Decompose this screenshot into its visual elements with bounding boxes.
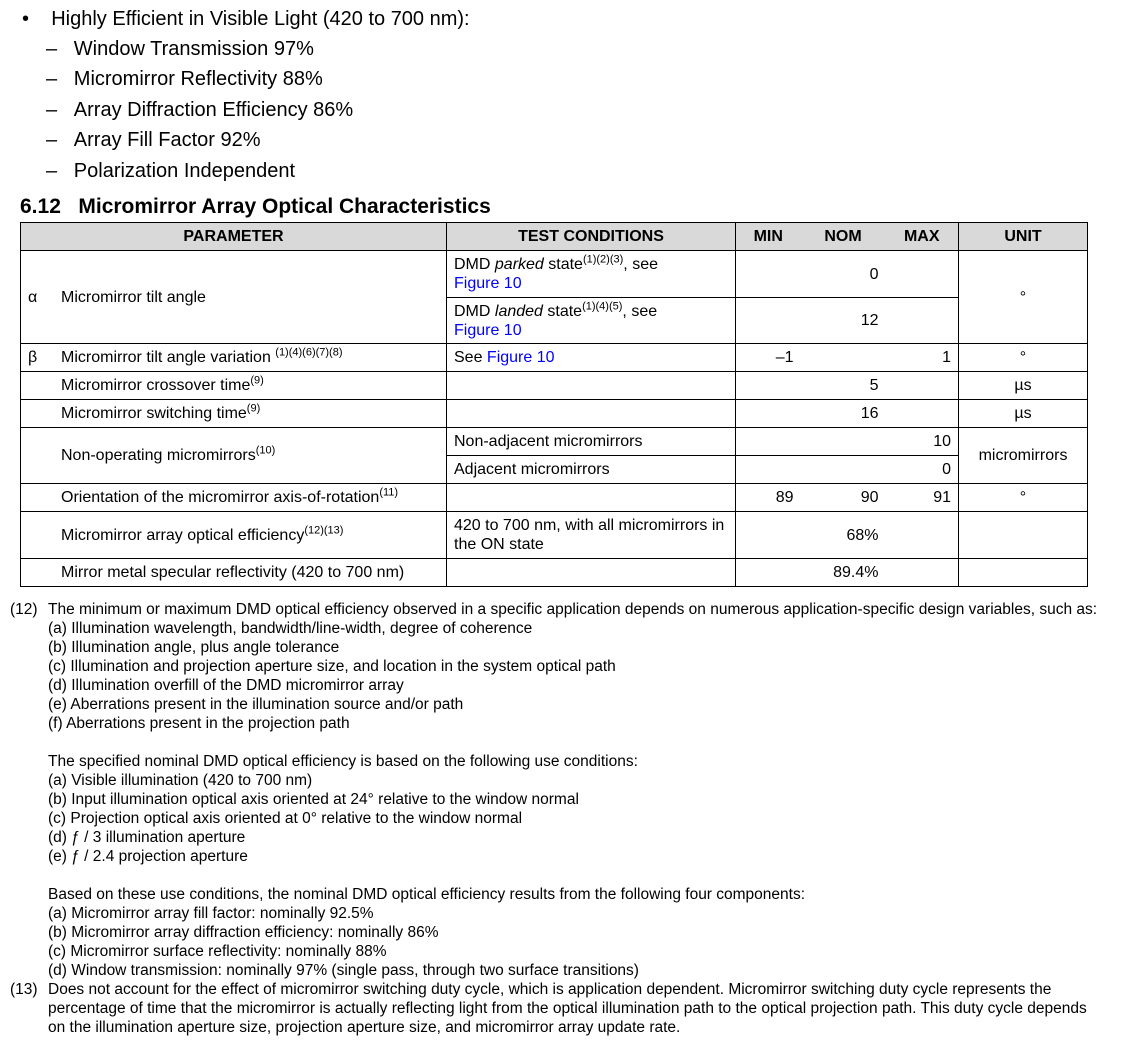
- list-item: (d) ƒ / 3 illumination aperture: [48, 829, 246, 846]
- header-nom: NOM: [800, 222, 886, 251]
- sub-bullet: – Polarization Independent: [46, 160, 296, 182]
- param-cell: Orientation of the micromirror axis-of-r…: [20, 483, 447, 512]
- list-item: (e) Aberrations present in the illuminat…: [48, 696, 464, 713]
- header-min: MIN: [735, 222, 801, 251]
- min-value: 89: [735, 483, 801, 512]
- param-cell: α Micromirror tilt angle: [20, 250, 447, 344]
- max-value: 10: [885, 427, 959, 456]
- sub-bullet: – Array Diffraction Efficiency 86%: [46, 99, 354, 121]
- list-item: (c) Projection optical axis oriented at …: [48, 810, 523, 827]
- table-header: PARAMETER TEST CONDITIONS MIN NOM MAX UN…: [20, 222, 1088, 251]
- unit-cell: °: [958, 343, 1088, 372]
- param-cell: β Micromirror tilt angle variation (1)(4)…: [20, 343, 447, 372]
- sub-bullet-text: Micromirror Reflectivity 88%: [73, 68, 323, 90]
- nom-value: 12: [800, 297, 886, 344]
- optical-characteristics-table: PARAMETER TEST CONDITIONS MIN NOM MAX UN…: [20, 222, 1088, 587]
- list-item: (e) ƒ / 2.4 projection aperture: [48, 848, 248, 865]
- table-row: Orientation of the micromirror axis-of-r…: [20, 483, 1088, 512]
- list-item: (a) Visible illumination (420 to 700 nm): [48, 772, 313, 789]
- nom-value: 16: [800, 399, 886, 428]
- figure-link[interactable]: Figure 10: [454, 321, 522, 339]
- param-cell: Micromirror crossover time(9): [20, 371, 447, 400]
- param-cell: Mirror metal specular reflectivity (420 …: [20, 558, 447, 587]
- sub-bullet: – Array Fill Factor 92%: [46, 129, 261, 151]
- header-max: MAX: [885, 222, 959, 251]
- sub-bullet-text: Polarization Independent: [73, 160, 296, 182]
- sub-bullet-text: Array Fill Factor 92%: [73, 129, 261, 151]
- test-cell: Adjacent micromirrors: [446, 455, 736, 484]
- header-test-conditions: TEST CONDITIONS: [446, 222, 736, 251]
- nom-value: 89.4%: [800, 558, 886, 587]
- nom-value: 90: [800, 483, 886, 512]
- table-row: Micromirror switching time(9) 16 µs: [20, 399, 1088, 428]
- min-value: –1: [735, 343, 801, 372]
- nom-value: 0: [800, 250, 886, 298]
- symbol: α: [28, 288, 38, 306]
- table-row: Micromirror crossover time(9) 5 µs: [20, 371, 1088, 400]
- list-item: (f) Aberrations present in the projectio…: [48, 715, 350, 732]
- table-row: β Micromirror tilt angle variation (1)(4)…: [20, 343, 1088, 372]
- test-cell: DMD landed state(1)(4)(5), see Figure 10: [446, 297, 736, 344]
- footnote-paragraph: The specified nominal DMD optical effici…: [48, 753, 638, 770]
- table-row: Non-operating micromirrors(10) Non-adjac…: [20, 427, 1088, 484]
- list-item: (b) Illumination angle, plus angle toler…: [48, 639, 340, 656]
- max-value: 0: [885, 455, 959, 484]
- param-cell: Non-operating micromirrors(10): [20, 427, 447, 484]
- section-title: 6.12 Micromirror Array Optical Character…: [20, 195, 491, 218]
- footnote-paragraph: Based on these use conditions, the nomin…: [48, 886, 806, 903]
- table-row: α Micromirror tilt angle DMD parked state…: [20, 250, 1088, 344]
- list-item: (a) Micromirror array fill factor: nomin…: [48, 905, 374, 922]
- sub-bullet-text: Array Diffraction Efficiency 86%: [73, 99, 354, 121]
- footnotes: (12) The minimum or maximum DMD optical …: [10, 600, 1110, 1037]
- footnote-text: Does not account for the effect of micro…: [48, 981, 1087, 1036]
- unit-cell: °: [958, 250, 1088, 344]
- sub-bullet: – Micromirror Reflectivity 88%: [46, 68, 323, 90]
- figure-link[interactable]: Figure 10: [486, 349, 555, 366]
- test-cell: 420 to 700 nm, with all micromirrors in …: [446, 511, 736, 559]
- max-value: 1: [885, 343, 959, 372]
- unit-cell: micromirrors: [958, 427, 1088, 484]
- footnote-13: (13) Does not account for the effect of …: [10, 980, 1110, 1037]
- footnote-label: (13): [10, 981, 38, 998]
- unit-cell: µs: [958, 371, 1088, 400]
- footnote-text: The minimum or maximum DMD optical effic…: [48, 601, 1098, 618]
- list-item: (a) Illumination wavelength, bandwidth/l…: [48, 620, 533, 637]
- max-value: 91: [885, 483, 959, 512]
- header-parameter: PARAMETER: [20, 222, 447, 251]
- bullet-item: • Highly Efficient in Visible Light (420…: [22, 8, 470, 30]
- list-item: (b) Micromirror array diffraction effici…: [48, 924, 439, 941]
- footnote-label: (12): [10, 601, 38, 618]
- param-name: Micromirror tilt angle: [61, 288, 206, 306]
- nom-value: 68%: [800, 511, 886, 559]
- list-item: (d) Window transmission: nominally 97% (…: [48, 962, 639, 979]
- footnote-12: (12) The minimum or maximum DMD optical …: [10, 600, 1110, 980]
- list-item: (c) Illumination and projection aperture…: [48, 658, 616, 675]
- sub-bullet: – Window Transmission 97%: [46, 38, 314, 60]
- figure-link[interactable]: Figure 10: [454, 275, 522, 292]
- param-cell: Micromirror array optical efficiency(12)…: [20, 511, 447, 559]
- list-item: (c) Micromirror surface reflectivity: no…: [48, 943, 387, 960]
- bullet-text: Highly Efficient in Visible Light (420 t…: [51, 8, 470, 30]
- table-row: Mirror metal specular reflectivity (420 …: [20, 558, 1088, 587]
- param-cell: Micromirror switching time(9): [20, 399, 447, 428]
- sub-bullet-text: Window Transmission 97%: [73, 38, 314, 60]
- list-item: (b) Input illumination optical axis orie…: [48, 791, 579, 808]
- test-cell: See Figure 10: [446, 343, 736, 372]
- table-row: Micromirror array optical efficiency(12)…: [20, 511, 1088, 559]
- test-cell: Non-adjacent micromirrors: [446, 427, 736, 456]
- list-item: (d) Illumination overfill of the DMD mic…: [48, 677, 404, 694]
- test-cell: DMD parked state(1)(2)(3), see Figure 10: [446, 250, 736, 298]
- unit-cell: µs: [958, 399, 1088, 428]
- table-row: DMD landed state(1)(4)(5), see Figure 10 …: [21, 297, 1088, 344]
- unit-cell: °: [958, 483, 1088, 512]
- nom-value: 5: [800, 371, 886, 400]
- header-unit: UNIT: [958, 222, 1088, 251]
